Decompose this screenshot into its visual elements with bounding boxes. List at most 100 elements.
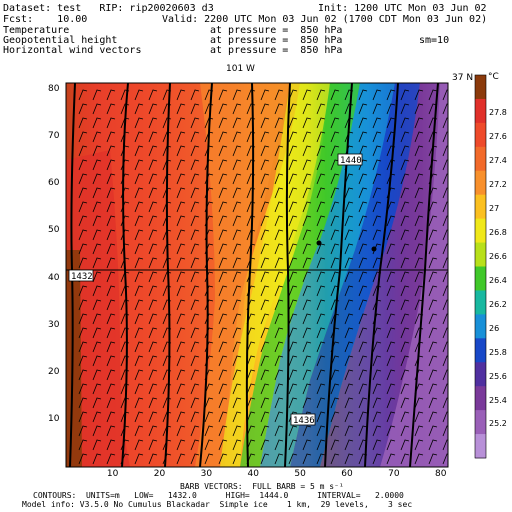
wind-barb xyxy=(106,173,116,185)
wind-barb xyxy=(176,159,186,171)
wind-barb xyxy=(358,341,368,353)
wind-barb xyxy=(106,215,116,227)
wind-barb xyxy=(302,285,312,297)
wind-barb xyxy=(232,257,242,269)
wind-barb xyxy=(372,187,382,199)
wind-barb xyxy=(190,229,200,241)
wind-barb xyxy=(302,369,312,381)
wind-barb xyxy=(232,327,242,339)
wind-barb xyxy=(386,355,396,367)
wind-barb xyxy=(204,257,214,269)
wind-barb xyxy=(274,173,284,185)
wind-barb xyxy=(316,425,326,437)
wind-barb xyxy=(120,355,130,367)
wind-barb xyxy=(260,439,270,451)
wind-barb xyxy=(386,271,396,283)
wind-barb xyxy=(176,439,186,451)
wind-barb xyxy=(120,131,130,143)
wind-barb xyxy=(106,89,116,101)
wind-barb xyxy=(204,299,214,311)
wind-barb xyxy=(246,327,256,339)
wind-barb xyxy=(204,341,214,353)
wind-barb xyxy=(106,299,116,311)
wind-barb xyxy=(372,159,382,171)
wind-barb xyxy=(428,131,438,143)
wind-barb xyxy=(176,327,186,339)
wind-barb xyxy=(330,117,340,129)
wind-barb xyxy=(204,453,214,465)
wind-barb xyxy=(92,145,102,157)
wind-barb xyxy=(190,131,200,143)
wind-barb xyxy=(190,89,200,101)
wind-barb xyxy=(92,355,102,367)
wind-barb xyxy=(372,103,382,115)
wind-barb xyxy=(134,103,144,115)
wind-barb xyxy=(92,117,102,129)
wind-barb xyxy=(134,453,144,465)
wind-barb xyxy=(162,383,172,395)
wind-barb xyxy=(372,131,382,143)
wind-barb xyxy=(358,397,368,409)
wind-barb xyxy=(302,355,312,367)
wind-barb xyxy=(330,173,340,185)
wind-barb xyxy=(134,229,144,241)
wind-barb xyxy=(274,187,284,199)
wind-barb xyxy=(204,117,214,129)
wind-barb xyxy=(386,439,396,451)
wind-barb xyxy=(120,117,130,129)
wind-barb xyxy=(148,327,158,339)
wind-barb xyxy=(176,355,186,367)
wind-barb xyxy=(134,425,144,437)
field1-name: Temperature xyxy=(3,25,70,36)
wind-barb xyxy=(414,313,424,325)
wind-barb xyxy=(330,131,340,143)
wind-barb xyxy=(190,439,200,451)
wind-barb xyxy=(92,369,102,381)
wind-barb xyxy=(344,173,354,185)
wind-barb xyxy=(372,369,382,381)
wind-barb xyxy=(302,453,312,465)
wind-barb xyxy=(372,383,382,395)
wind-barb xyxy=(106,201,116,213)
wind-barb xyxy=(372,327,382,339)
wind-barb xyxy=(288,285,298,297)
wind-barb xyxy=(120,103,130,115)
wind-barb xyxy=(78,257,88,269)
wind-barb xyxy=(372,355,382,367)
wind-barb xyxy=(274,453,284,465)
wind-barb xyxy=(204,397,214,409)
wind-barb xyxy=(330,103,340,115)
wind-barb xyxy=(148,257,158,269)
wind-barb xyxy=(302,131,312,143)
wind-barb xyxy=(232,117,242,129)
wind-barb xyxy=(288,369,298,381)
wind-barb xyxy=(162,229,172,241)
wind-barb xyxy=(400,89,410,101)
wind-barb xyxy=(400,215,410,227)
wind-barb xyxy=(260,173,270,185)
wind-barb xyxy=(288,257,298,269)
wind-barb xyxy=(288,327,298,339)
wind-barb xyxy=(274,131,284,143)
wind-barb xyxy=(372,271,382,283)
wind-barb xyxy=(274,229,284,241)
wind-barb xyxy=(372,89,382,101)
wind-barb xyxy=(218,411,228,423)
wind-barb xyxy=(288,383,298,395)
wind-barb xyxy=(148,383,158,395)
wind-barb xyxy=(218,131,228,143)
wind-barb xyxy=(78,285,88,297)
wind-barb xyxy=(358,411,368,423)
wind-barb xyxy=(414,299,424,311)
wind-barb xyxy=(414,341,424,353)
wind-barb xyxy=(400,411,410,423)
x-tick-label: 80 xyxy=(434,469,447,479)
wind-barb xyxy=(274,299,284,311)
y-tick-label: 60 xyxy=(48,178,60,189)
wind-barb xyxy=(274,425,284,437)
wind-barb xyxy=(232,173,242,185)
wind-barb xyxy=(316,117,326,129)
wind-barb xyxy=(358,453,368,465)
wind-barb xyxy=(442,453,448,465)
field2-level: at pressure = 850 hPa xyxy=(210,35,343,46)
